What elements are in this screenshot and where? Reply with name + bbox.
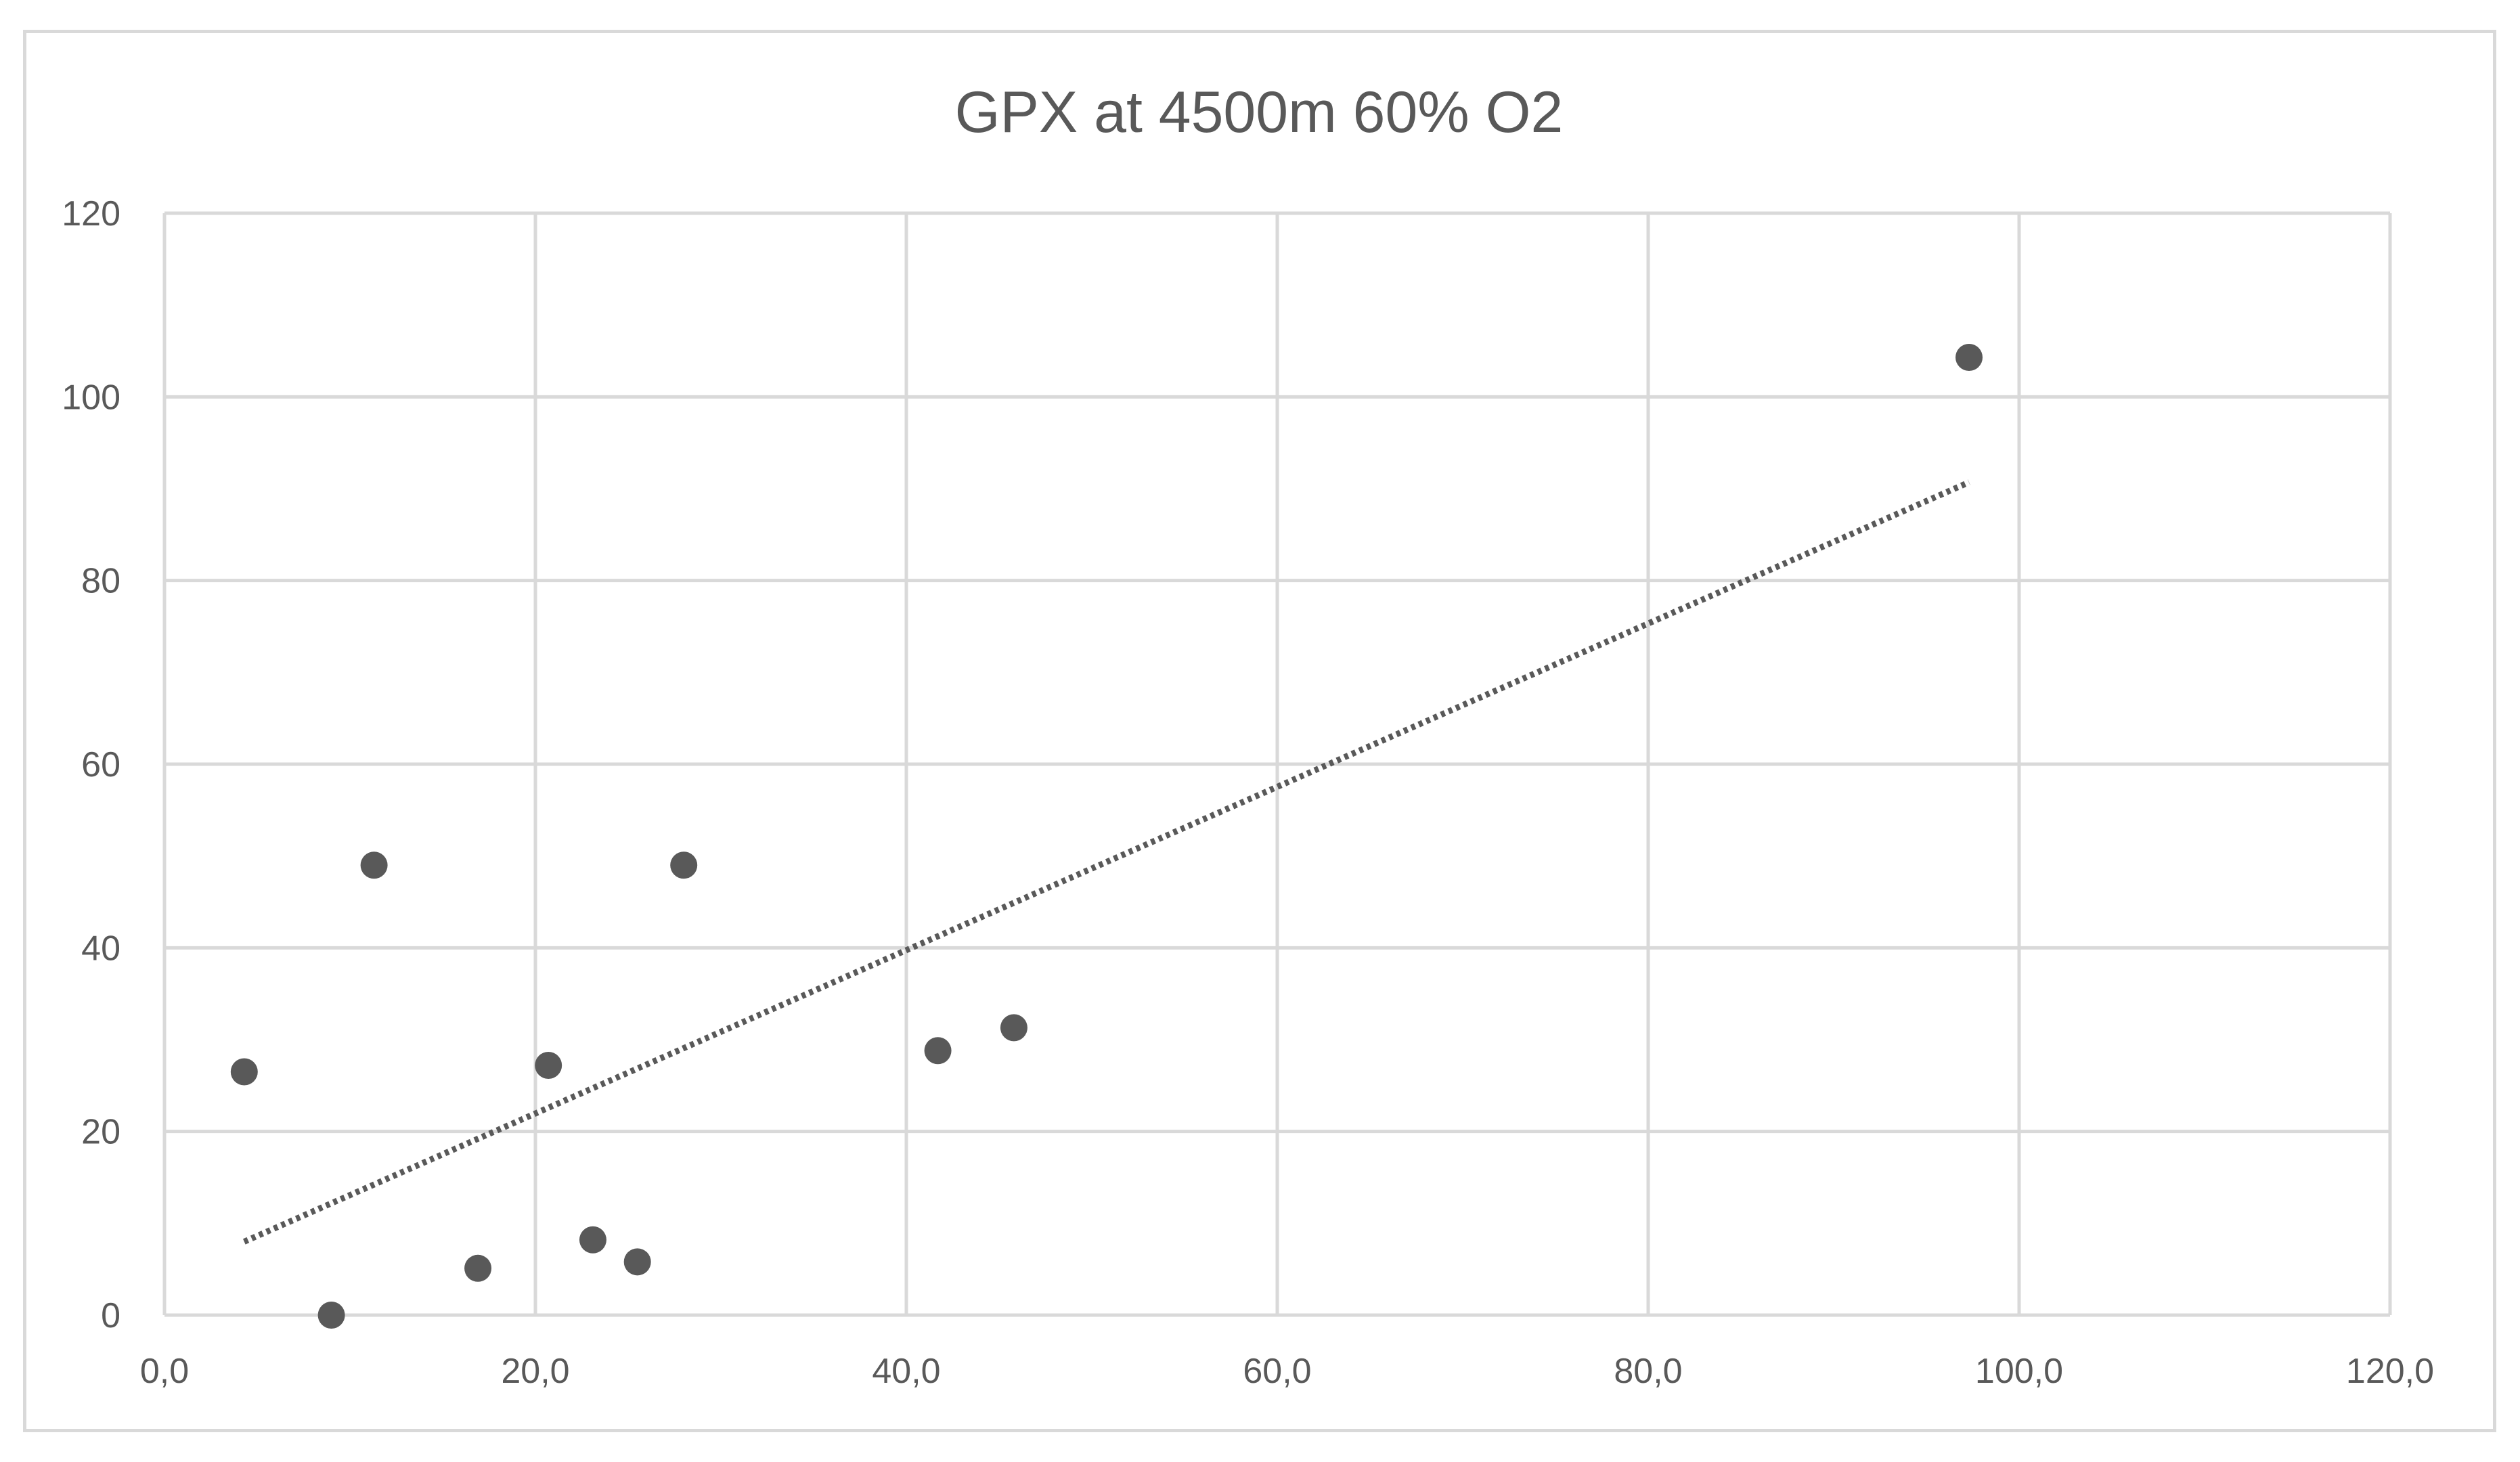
data-point	[924, 1037, 952, 1065]
x-tick-label: 100,0	[1975, 1352, 2063, 1391]
grid-lines	[162, 211, 2392, 1317]
data-point	[1000, 1014, 1027, 1042]
linear-trendline	[243, 479, 1970, 1245]
data-point	[1955, 343, 1983, 371]
x-tick-label: 120,0	[2346, 1352, 2434, 1391]
data-point	[623, 1248, 651, 1276]
data-points	[230, 343, 1983, 1329]
data-point	[360, 851, 388, 879]
y-tick-label: 120	[62, 194, 120, 234]
y-tick-label: 20	[81, 1113, 120, 1152]
data-point	[670, 851, 698, 879]
data-point	[579, 1226, 606, 1254]
x-tick-label: 40,0	[872, 1352, 940, 1391]
x-tick-label: 0,0	[140, 1352, 189, 1391]
trendline	[243, 479, 1970, 1245]
y-tick-label: 100	[62, 378, 120, 417]
data-point	[464, 1254, 492, 1282]
y-tick-label: 80	[81, 562, 120, 601]
x-tick-label: 80,0	[1614, 1352, 1682, 1391]
y-tick-label: 40	[81, 929, 120, 968]
data-point	[535, 1051, 562, 1079]
data-point	[230, 1058, 258, 1086]
chart-title: GPX at 4500m 60% O2	[955, 80, 1564, 145]
x-tick-label: 60,0	[1243, 1352, 1311, 1391]
y-tick-label: 60	[81, 745, 120, 784]
chart-frame	[23, 30, 2496, 1432]
x-tick-label: 20,0	[501, 1352, 569, 1391]
x-axis-tick-labels: 0,0 20,0 40,0 60,0 80,0 100,0 120,0	[140, 1352, 2434, 1391]
data-point	[317, 1302, 345, 1329]
y-axis-tick-labels: 0 20 40 60 80 100 120	[62, 194, 120, 1335]
y-tick-label: 0	[101, 1296, 120, 1335]
